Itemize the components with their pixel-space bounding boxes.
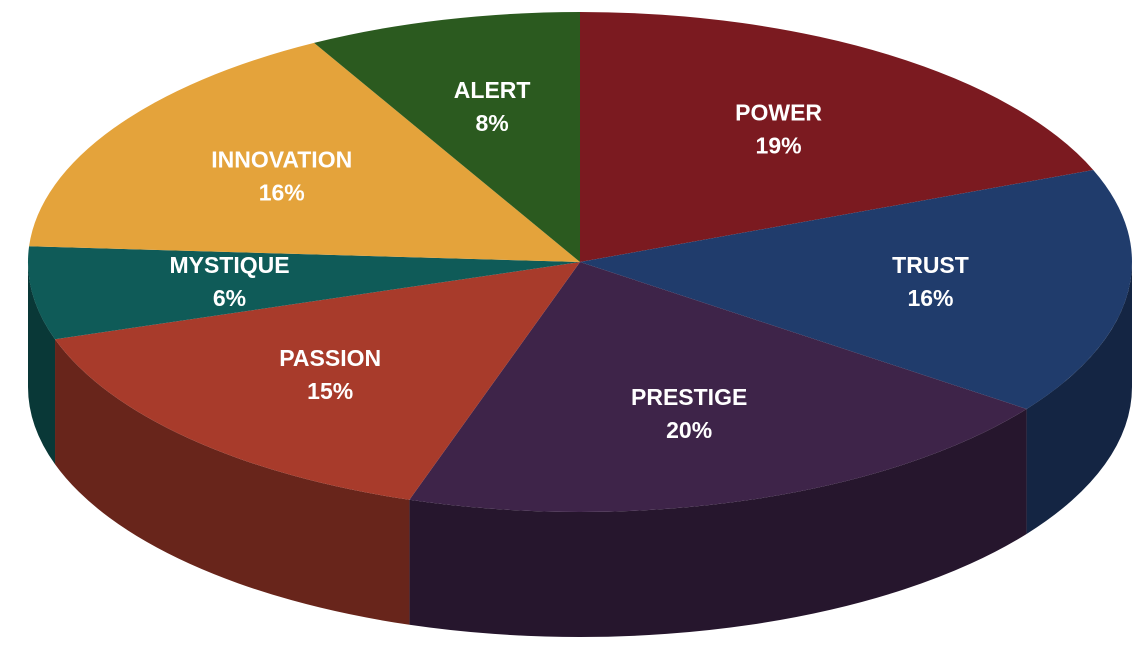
slice-value-label: 15%: [307, 378, 353, 404]
pie-slice: [580, 169, 1133, 409]
slice-value-label: 8%: [476, 110, 509, 136]
slice-value-label: 16%: [259, 179, 305, 205]
pie-side: [409, 408, 1027, 637]
slice-label: TRUST: [892, 252, 969, 278]
pie-side: [28, 262, 56, 465]
pie-slice: [28, 246, 581, 340]
pie-slice: [409, 262, 1027, 512]
slice-value-label: 6%: [213, 285, 246, 311]
slice-label: MYSTIQUE: [169, 252, 289, 278]
slice-value-label: 16%: [907, 285, 953, 311]
slice-value-label: 20%: [666, 417, 712, 443]
pie-side: [1026, 262, 1132, 534]
pie-slice: [580, 12, 1094, 262]
pie-slice: [55, 262, 581, 500]
slice-label: ALERT: [454, 77, 531, 103]
pie-side: [55, 339, 410, 625]
pie-slice: [314, 12, 580, 262]
slice-label: INNOVATION: [211, 146, 352, 172]
pie-slice: [29, 42, 581, 263]
slice-value-label: 19%: [756, 133, 802, 159]
slice-label: PASSION: [279, 345, 381, 371]
slice-label: PRESTIGE: [631, 384, 747, 410]
slice-label: POWER: [735, 100, 822, 126]
